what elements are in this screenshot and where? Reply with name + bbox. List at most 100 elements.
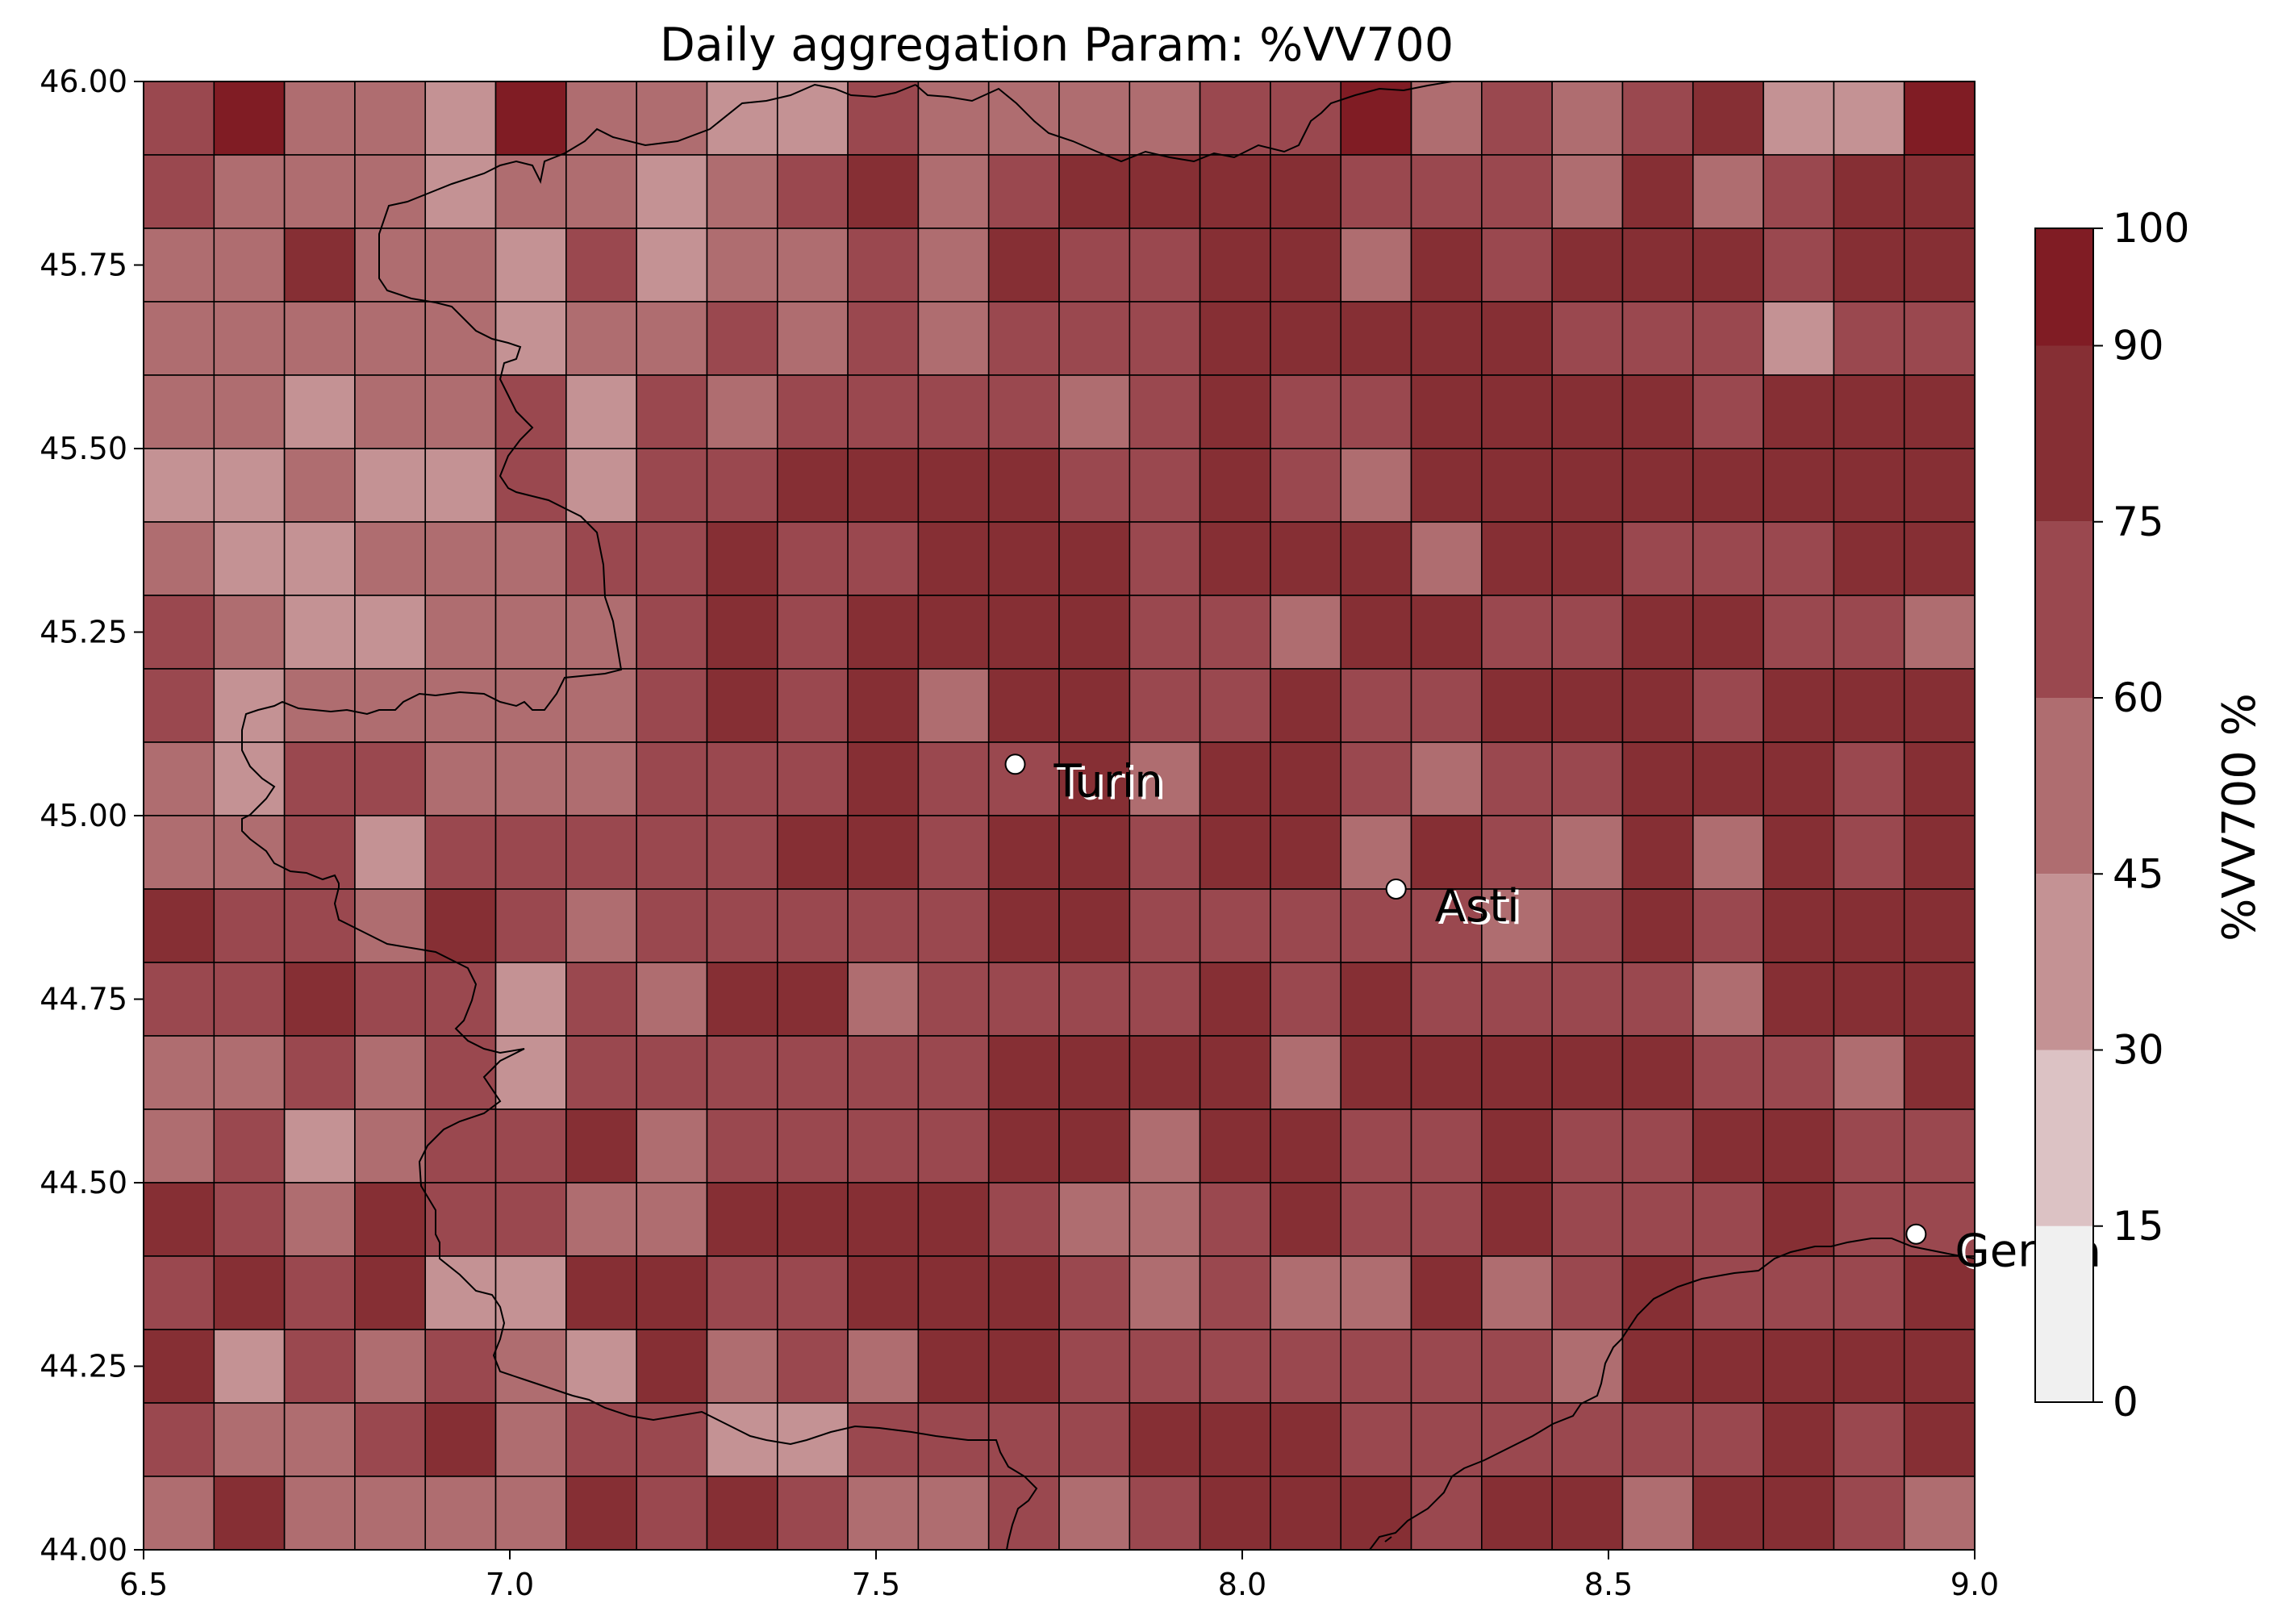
grid-cell [1833, 1108, 1905, 1184]
grid-cell [1763, 741, 1835, 816]
grid-cell [424, 668, 497, 743]
coast-islet [1384, 1536, 1392, 1543]
grid-cell [143, 1255, 215, 1330]
grid-cell [1692, 81, 1764, 156]
grid-cell [1129, 962, 1201, 1037]
grid-cell [494, 521, 567, 596]
grid-cell [1129, 888, 1201, 963]
grid-cell [354, 1255, 427, 1330]
grid-cell [1481, 668, 1553, 743]
grid-cell [1551, 888, 1624, 963]
grid-cell [1551, 1182, 1624, 1257]
grid-cell [1551, 374, 1624, 449]
grid-cell [847, 1329, 920, 1404]
grid-cell [776, 1108, 849, 1184]
grid-cell [494, 228, 567, 303]
grid-cell [1903, 301, 1976, 376]
grid-cell [1833, 1402, 1905, 1477]
grid-cell [1270, 154, 1342, 229]
grid-cell [565, 1182, 637, 1257]
grid-cell [354, 815, 427, 890]
x-tick-label: 6.5 [119, 1567, 168, 1602]
grid-cell [143, 815, 215, 890]
grid-cell [494, 1476, 567, 1551]
grid-cell [706, 888, 778, 963]
grid-cell [1199, 374, 1271, 449]
grid-cell [1410, 1329, 1483, 1404]
grid-cell [1692, 668, 1764, 743]
grid-cell [1340, 741, 1412, 816]
y-tick-label: 44.25 [40, 1349, 127, 1384]
grid-cell [1692, 1182, 1764, 1257]
grid-cell [917, 888, 990, 963]
grid-cell [1551, 301, 1624, 376]
y-tick-label: 44.00 [40, 1532, 127, 1568]
grid-cell [354, 1108, 427, 1184]
grid-cell [1621, 1108, 1694, 1184]
grid-cell [636, 374, 708, 449]
grid-cell [1692, 374, 1764, 449]
grid-cell [1903, 81, 1976, 156]
grid-cell [1692, 1108, 1764, 1184]
grid-cell [1129, 154, 1201, 229]
grid-cell [424, 228, 497, 303]
grid-cell [706, 448, 778, 523]
grid-cell [494, 1182, 567, 1257]
grid-cell [1199, 815, 1271, 890]
grid-cell [917, 1255, 990, 1330]
grid-cell [1199, 301, 1271, 376]
grid-cell [1058, 521, 1131, 596]
grid-cell [776, 668, 849, 743]
colorbar-segment [2035, 874, 2093, 1050]
grid-cell [424, 374, 497, 449]
grid-cell [1621, 154, 1694, 229]
grid-cell [776, 228, 849, 303]
grid-cell [354, 448, 427, 523]
grid-cell [213, 374, 286, 449]
grid-cell [354, 301, 427, 376]
grid-cell [213, 448, 286, 523]
grid-cell [1199, 81, 1271, 156]
grid-cell [636, 154, 708, 229]
grid-cell [1692, 1402, 1764, 1477]
grid-cell [424, 154, 497, 229]
grid-cell [1129, 1182, 1201, 1257]
grid-cell [1833, 1476, 1905, 1551]
grid-cell [706, 1182, 778, 1257]
grid-cell [1058, 228, 1131, 303]
grid-cell [917, 228, 990, 303]
grid-cell [143, 595, 215, 670]
grid-cell [143, 888, 215, 963]
grid-cell [987, 1182, 1060, 1257]
grid-cell [1199, 595, 1271, 670]
map-axes: 6.5 7.0 7.5 8.0 8.5 9.0 44.00 44.25 44.50 44.75 45… [40, 64, 1999, 1602]
grid-cell [283, 1255, 356, 1330]
colorbar-segment [2035, 228, 2093, 346]
grid-cell [1903, 448, 1976, 523]
grid-cell [1481, 374, 1553, 449]
grid-cell [1270, 741, 1342, 816]
grid-cell [636, 1108, 708, 1184]
grid-cell [565, 1255, 637, 1330]
grid-cell [847, 962, 920, 1037]
grid-cell [917, 1108, 990, 1184]
grid-cell [1833, 154, 1905, 229]
grid-cell [776, 1329, 849, 1404]
grid-cell [283, 595, 356, 670]
grid-cell [1763, 962, 1835, 1037]
grid-cell [1340, 154, 1412, 229]
grid-cell [636, 81, 708, 156]
grid-cell [1903, 741, 1976, 816]
grid-cell [1340, 1035, 1412, 1110]
grid-cell [1903, 374, 1976, 449]
grid-cell [143, 154, 215, 229]
grid-cell [283, 1476, 356, 1551]
grid-cell [283, 228, 356, 303]
grid-cell [1692, 888, 1764, 963]
grid-cell [987, 1402, 1060, 1477]
grid-cell [1129, 1108, 1201, 1184]
grid-cell [1903, 888, 1976, 963]
grid-cell [917, 374, 990, 449]
grid-cell [847, 741, 920, 816]
